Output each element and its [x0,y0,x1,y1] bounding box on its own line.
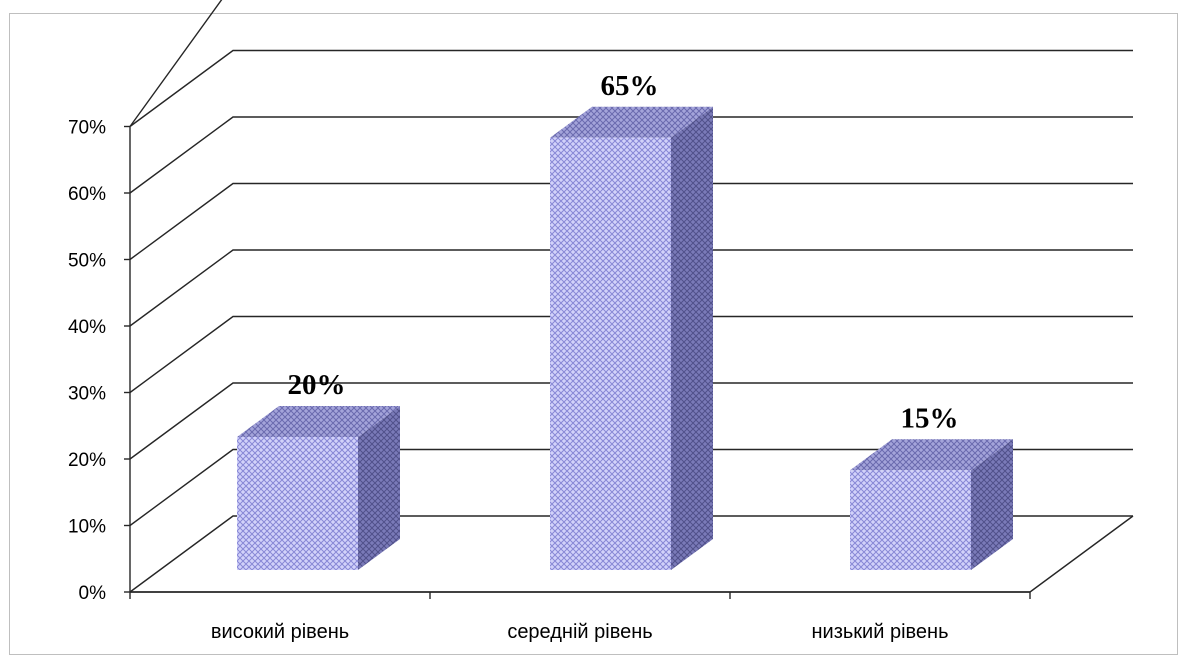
bar-low [850,439,1013,570]
bars [237,106,1013,570]
y-tick-label-50: 50% [68,251,106,272]
bar-low-side [971,439,1013,570]
y-tick-label-60: 60% [68,184,106,205]
gridline-10 [129,448,1133,527]
y-tick-label-30: 30% [68,384,106,405]
gridline-80 [129,0,223,127]
gridline-60 [129,116,1133,194]
bar-high-side [358,406,400,570]
category-label-medium: середній рівень [507,621,652,643]
data-label-medium: 65% [601,70,659,102]
gridline-0 [129,515,1133,593]
data-label-low: 15% [901,402,959,434]
category-label-low: низький рівень [811,621,948,643]
bar-high-top [237,406,400,437]
y-tick-label-0: 0% [79,583,107,604]
gridline-50 [129,182,1133,261]
category-label-high: високий рівень [211,621,349,643]
bar-medium-front [550,137,671,570]
bar-medium [550,106,713,570]
category-labels: високий рівень середній рівень низький р… [211,621,949,643]
data-labels: 20% 65% 15% [288,70,959,435]
data-label-high: 20% [288,369,346,401]
bar-high [237,406,400,570]
y-tick-label-70: 70% [68,118,106,139]
x-axis-ticks [129,592,1031,599]
gridline-30 [129,315,1133,394]
y-tick-label-40: 40% [68,317,106,338]
y-axis-ticks [124,125,130,593]
bar-high-front [237,437,358,570]
bar-low-front [850,470,971,570]
bar-medium-top [550,106,713,138]
gridline-20 [129,382,1133,460]
gridlines [129,0,1133,593]
y-tick-label-20: 20% [68,450,106,471]
bar-medium-side [671,106,713,570]
gridline-40 [129,249,1133,327]
bar-low-top [850,439,1013,471]
y-tick-label-10: 10% [68,517,106,538]
y-axis-labels: 0% 10% 20% 30% 40% 50% 60% 70% [68,118,106,605]
gridline-70 [129,49,1133,128]
